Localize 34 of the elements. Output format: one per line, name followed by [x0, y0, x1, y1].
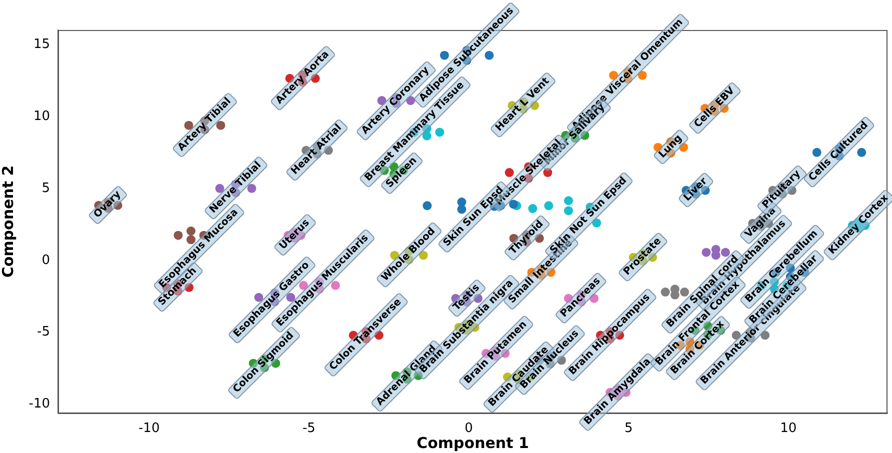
- x-tick-label: 10: [780, 421, 797, 436]
- point: [422, 201, 432, 210]
- y-tick-label: 15: [33, 36, 50, 52]
- y-tick-label: 10: [33, 108, 50, 124]
- y-axis-title: Component 2: [0, 165, 17, 278]
- point: [564, 206, 573, 216]
- point: [660, 288, 670, 297]
- x-tick-label: 0: [464, 421, 473, 436]
- x-tick-label: -10: [138, 421, 160, 436]
- point: [330, 280, 340, 290]
- point: [174, 230, 183, 240]
- point: [440, 50, 449, 60]
- point: [702, 248, 711, 257]
- point: [502, 372, 512, 382]
- point: [377, 96, 386, 106]
- point: [544, 201, 554, 210]
- y-tick-label: -10: [28, 396, 50, 412]
- point: [414, 371, 423, 380]
- point: [760, 330, 770, 340]
- y-tick-label: 5: [42, 180, 50, 196]
- y-tick-label: 0: [42, 252, 50, 268]
- point: [680, 288, 690, 297]
- point: [812, 148, 822, 157]
- point: [186, 226, 196, 236]
- point: [530, 100, 540, 110]
- y-tick-label: -5: [37, 324, 50, 340]
- point: [457, 198, 466, 207]
- point: [592, 218, 602, 228]
- x-axis-title: Component 1: [416, 434, 529, 452]
- point: [564, 196, 573, 206]
- point: [248, 358, 258, 368]
- point: [528, 204, 538, 214]
- x-tick-label: -5: [302, 421, 316, 436]
- point: [435, 128, 444, 137]
